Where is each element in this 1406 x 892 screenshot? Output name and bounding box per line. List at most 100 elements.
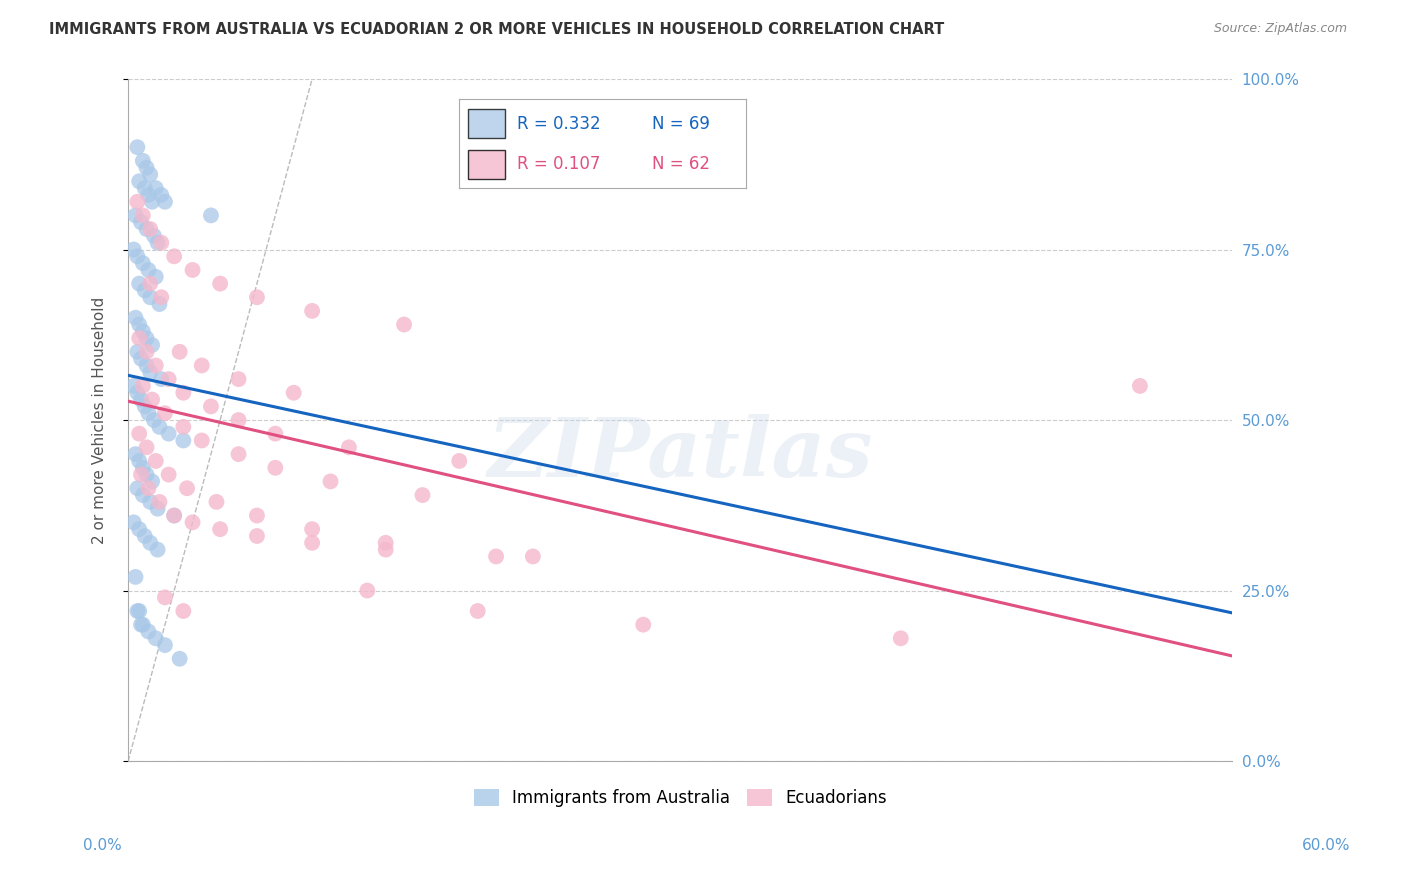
Point (132, 324, 155, 338)
Point (127, 481, 149, 495)
Point (150, 372, 173, 386)
Point (172, 434, 194, 448)
Point (153, 638, 176, 652)
Point (139, 536, 162, 550)
Point (128, 277, 150, 291)
Point (135, 161, 157, 175)
Point (205, 495, 228, 509)
Point (200, 400, 222, 414)
Point (145, 632, 167, 646)
Point (122, 516, 145, 530)
Point (138, 481, 160, 495)
Point (129, 467, 152, 482)
Point (134, 284, 156, 298)
Point (148, 297, 170, 311)
Point (264, 460, 287, 475)
Point (228, 372, 250, 386)
Point (246, 508, 269, 523)
Point (146, 542, 169, 557)
Point (127, 385, 149, 400)
Point (145, 359, 167, 373)
Point (124, 447, 146, 461)
Point (181, 263, 204, 277)
Point (139, 168, 162, 182)
Point (128, 604, 150, 618)
Point (138, 406, 160, 420)
Text: 0.0%: 0.0% (83, 838, 122, 853)
Point (139, 222, 162, 236)
Point (283, 385, 305, 400)
Point (153, 591, 176, 605)
Point (132, 208, 155, 222)
Point (228, 447, 250, 461)
Point (132, 256, 155, 270)
Point (200, 208, 222, 222)
Point (150, 235, 173, 250)
Point (127, 194, 149, 209)
Point (128, 174, 150, 188)
Point (145, 269, 167, 284)
Point (135, 359, 157, 373)
Point (139, 495, 162, 509)
Point (129, 351, 152, 366)
Point (163, 508, 186, 523)
Point (150, 188, 173, 202)
Point (181, 516, 204, 530)
Point (132, 153, 155, 168)
Point (128, 454, 150, 468)
Point (145, 454, 167, 468)
Point (146, 501, 169, 516)
Point (134, 400, 156, 414)
Point (467, 604, 489, 618)
Point (135, 440, 157, 454)
Point (138, 624, 160, 639)
Point (319, 475, 342, 489)
Point (127, 140, 149, 154)
Point (172, 604, 194, 618)
Point (129, 392, 152, 407)
Point (132, 617, 155, 632)
Point (141, 338, 163, 352)
Text: ZIPatlas: ZIPatlas (488, 414, 873, 494)
Point (138, 263, 160, 277)
Point (522, 549, 544, 564)
Point (142, 228, 165, 243)
Point (890, 632, 912, 646)
Point (132, 488, 155, 502)
Point (127, 604, 149, 618)
Point (132, 460, 155, 475)
Point (157, 426, 180, 441)
Point (146, 235, 169, 250)
Point (139, 290, 162, 304)
Point (176, 481, 198, 495)
Point (129, 617, 152, 632)
Point (128, 331, 150, 345)
Point (485, 549, 508, 564)
Point (157, 467, 180, 482)
Point (128, 426, 150, 441)
Point (124, 208, 146, 222)
Point (449, 454, 471, 468)
Point (148, 420, 170, 434)
Legend: Immigrants from Australia, Ecuadorians: Immigrants from Australia, Ecuadorians (467, 782, 893, 814)
Point (264, 426, 287, 441)
Point (190, 434, 212, 448)
Point (374, 536, 396, 550)
Point (141, 194, 163, 209)
Point (145, 181, 167, 195)
Point (246, 290, 269, 304)
Point (135, 467, 157, 482)
Point (301, 536, 323, 550)
Point (392, 318, 415, 332)
Point (228, 413, 250, 427)
Point (127, 344, 149, 359)
Point (141, 392, 163, 407)
Point (141, 475, 163, 489)
Point (631, 617, 654, 632)
Y-axis label: 2 or more Vehicles in Household: 2 or more Vehicles in Household (93, 296, 107, 543)
Point (411, 488, 433, 502)
Point (153, 194, 176, 209)
Point (139, 365, 162, 379)
Point (337, 440, 360, 454)
Point (1129, 379, 1152, 393)
